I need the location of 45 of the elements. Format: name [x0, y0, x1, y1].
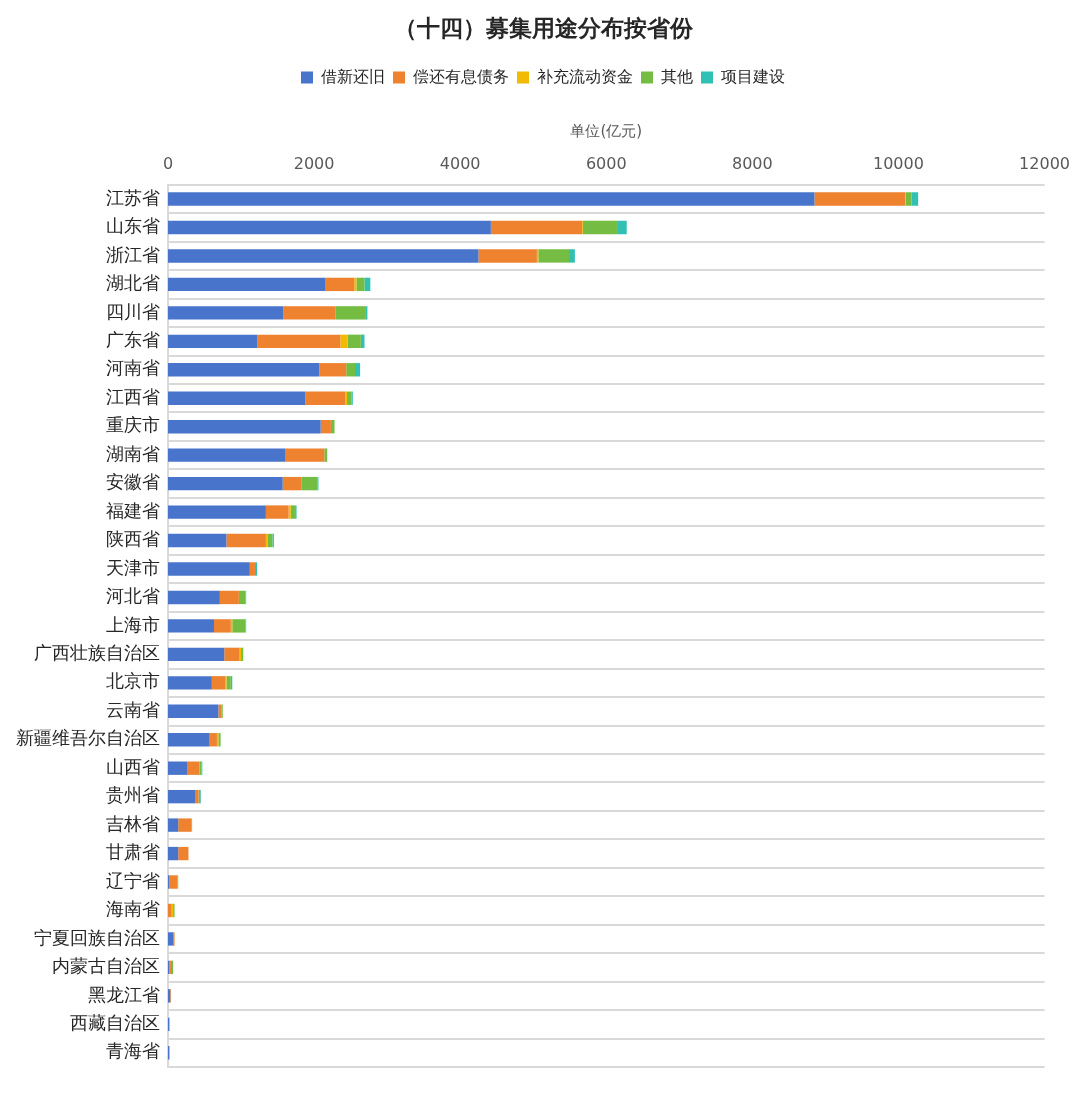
- y-tick-label: 宁夏回族自治区: [34, 926, 160, 948]
- y-tick-label: 江西省: [106, 385, 160, 407]
- y-tick-label: 江苏省: [106, 186, 160, 208]
- x-tick-label: 0: [162, 154, 174, 174]
- x-tick-label: 10000: [873, 154, 924, 174]
- y-tick-label: 陕西省: [106, 528, 160, 550]
- legend-label: 借新还旧: [321, 66, 385, 86]
- y-tick-label: 河北省: [106, 585, 160, 607]
- x-tick-label: 12000: [1019, 154, 1070, 174]
- y-tick-label: 山西省: [106, 755, 160, 777]
- legend-label: 项目建设: [721, 66, 785, 86]
- y-tick-label: 吉林省: [106, 812, 160, 834]
- y-tick-label: 山东省: [106, 215, 160, 237]
- legend-label: 偿还有息债务: [413, 66, 509, 86]
- y-tick-label: 安徽省: [106, 471, 160, 493]
- y-tick-label: 河南省: [106, 357, 160, 379]
- y-tick-label: 新疆维吾尔自治区: [16, 727, 160, 749]
- y-tick-label: 湖南省: [106, 442, 160, 464]
- legend-label: 补充流动资金: [537, 66, 633, 86]
- y-tick-label: 重庆市: [106, 414, 160, 436]
- y-tick-label: 广西壮族自治区: [34, 642, 160, 664]
- y-tick-label: 西藏自治区: [70, 1011, 160, 1033]
- y-tick-label: 福建省: [106, 499, 160, 521]
- y-tick-label: 贵州省: [106, 784, 160, 806]
- y-tick-label: 黑龙江省: [88, 983, 160, 1005]
- x-axis-title: 单位(亿元): [570, 122, 643, 141]
- y-tick-label: 天津市: [106, 556, 160, 578]
- y-tick-label: 云南省: [106, 698, 160, 720]
- y-tick-label: 甘肃省: [106, 841, 160, 863]
- y-tick-label: 辽宁省: [106, 869, 160, 891]
- y-tick-label: 北京市: [106, 670, 160, 692]
- legend-label: 其他: [661, 66, 693, 86]
- y-tick-label: 广东省: [106, 328, 160, 350]
- y-tick-label: 上海市: [106, 613, 160, 635]
- chart-title: （十四）募集用途分布按省份: [393, 14, 694, 41]
- y-tick-label: 海南省: [106, 898, 160, 920]
- y-tick-label: 青海省: [106, 1040, 160, 1062]
- x-tick-label: 4000: [439, 154, 481, 174]
- y-tick-label: 湖北省: [106, 272, 160, 294]
- x-tick-label: 2000: [293, 154, 335, 174]
- y-tick-label: 内蒙古自治区: [52, 955, 160, 977]
- x-tick-label: 8000: [732, 154, 773, 174]
- x-tick-label: 6000: [585, 154, 627, 174]
- y-tick-label: 浙江省: [106, 243, 160, 265]
- y-tick-label: 四川省: [106, 300, 160, 322]
